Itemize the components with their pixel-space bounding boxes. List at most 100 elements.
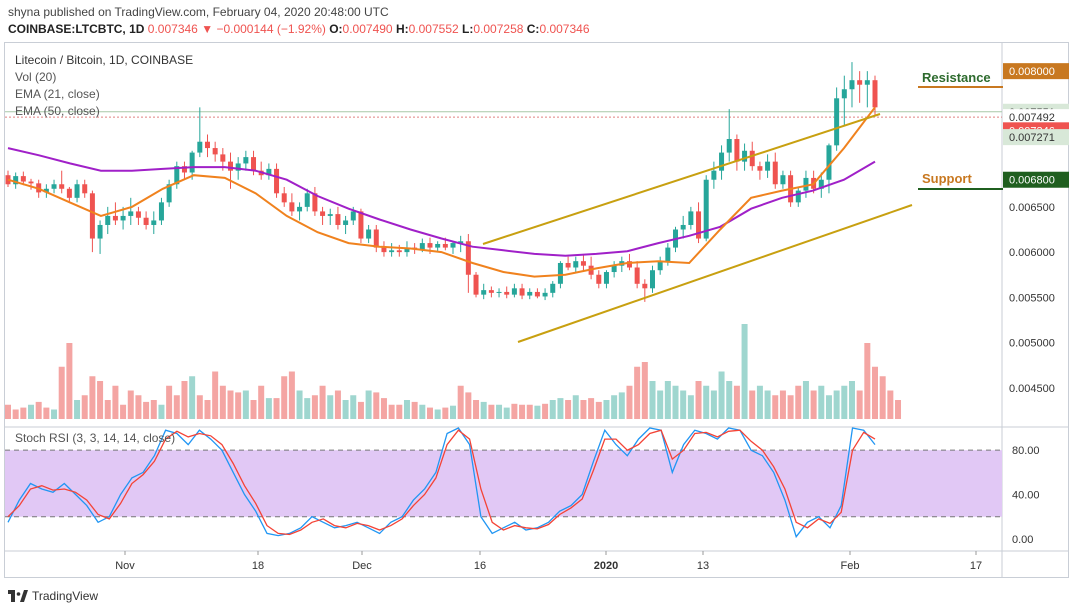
volume-bar xyxy=(611,395,618,419)
candle-body xyxy=(504,291,510,295)
price-badge-label: 0.007271 xyxy=(1009,132,1055,144)
candle-body xyxy=(734,139,740,162)
stoch-d-line xyxy=(7,429,876,536)
candle-body xyxy=(442,243,448,248)
volume-bar xyxy=(772,395,779,419)
volume-bar xyxy=(687,395,694,419)
candle-body xyxy=(327,214,333,216)
volume-bar xyxy=(388,404,395,419)
volume-bar xyxy=(756,385,763,419)
candle-body xyxy=(51,184,57,189)
volume-bar xyxy=(434,409,441,419)
candle-body xyxy=(43,188,49,193)
candle-body xyxy=(703,179,709,239)
candle-body xyxy=(289,202,295,212)
price-tick-label: 0.006000 xyxy=(1009,247,1055,259)
stoch-rsi-label[interactable]: Stoch RSI (3, 3, 14, 14, close) xyxy=(15,431,176,445)
price-badge-label: 0.008000 xyxy=(1009,66,1055,78)
channel-lower-line xyxy=(517,204,913,343)
candle-body xyxy=(550,283,556,293)
volume-bar xyxy=(58,366,65,419)
candle-body xyxy=(281,193,287,203)
legend-title[interactable]: Litecoin / Bitcoin, 1D, COINBASE xyxy=(15,53,194,67)
candle-body xyxy=(649,270,655,289)
support-label: Support xyxy=(922,171,972,186)
price-badge xyxy=(1003,129,1069,146)
stoch-k-line xyxy=(7,427,876,539)
volume-bar xyxy=(557,398,564,419)
candle-body xyxy=(135,211,141,218)
candle-body xyxy=(66,188,72,198)
volume-bar xyxy=(848,381,855,419)
candle-body xyxy=(151,220,157,225)
candle-body xyxy=(780,175,786,185)
legend-ema21[interactable]: EMA (21, close) xyxy=(15,87,100,101)
volume-bar xyxy=(242,390,249,419)
candle-body xyxy=(128,211,134,216)
volume-bar xyxy=(104,400,111,419)
candle-body xyxy=(458,241,464,244)
candle-body xyxy=(496,291,502,293)
volume-bar xyxy=(166,385,173,419)
volume-bar xyxy=(480,401,487,419)
price-tick-label: 0.005500 xyxy=(1009,292,1055,304)
volume-bar xyxy=(281,376,288,419)
candle-body xyxy=(795,190,801,203)
channel-upper-line xyxy=(482,113,881,245)
candle-body xyxy=(719,152,725,171)
candle-body xyxy=(404,247,410,253)
stoch-tick-label: 40.00 xyxy=(1012,490,1040,502)
x-tick-label: 16 xyxy=(474,560,486,572)
volume-bar xyxy=(173,395,180,419)
volume-bar xyxy=(43,407,50,419)
chart-frame[interactable] xyxy=(4,42,1069,578)
volume-bar xyxy=(519,404,526,419)
volume-bar xyxy=(856,390,863,419)
candle-body xyxy=(834,98,840,146)
high-value: 0.007552 xyxy=(408,22,459,36)
volume-bar xyxy=(120,404,127,419)
candle-body xyxy=(603,272,609,284)
volume-bar xyxy=(634,366,641,419)
volume-bar xyxy=(465,392,472,419)
volume-bar xyxy=(81,395,88,419)
candle-body xyxy=(82,184,88,194)
volume-bar xyxy=(542,403,549,419)
ema21-line xyxy=(7,106,876,278)
candle-body xyxy=(304,193,310,207)
volume-bar xyxy=(419,404,426,419)
x-tick-label: 13 xyxy=(697,560,709,572)
candle-body xyxy=(872,80,878,108)
legend-vol[interactable]: Vol (20) xyxy=(15,70,57,84)
candle-body xyxy=(28,181,34,184)
candle-body xyxy=(220,154,226,162)
volume-bar xyxy=(158,404,165,419)
volume-bar xyxy=(534,405,541,419)
candle-body xyxy=(642,283,648,289)
volume-bar xyxy=(695,381,702,419)
volume-bar xyxy=(411,401,418,419)
volume-bar xyxy=(795,385,802,419)
volume-bar xyxy=(595,401,602,419)
volume-bar xyxy=(864,343,871,419)
volume-bar xyxy=(127,390,134,419)
volume-bar xyxy=(373,392,380,419)
candle-body xyxy=(350,211,356,221)
symbol-label[interactable]: COINBASE:LTCBTC, 1D xyxy=(8,22,145,36)
candle-body xyxy=(749,150,755,167)
volume-bar xyxy=(833,390,840,419)
low-label: L: xyxy=(462,22,474,36)
volume-bar xyxy=(802,381,809,419)
candle-body xyxy=(112,215,118,221)
price-badge-label: 0.006800 xyxy=(1009,175,1055,187)
volume-bar xyxy=(779,390,786,419)
candle-body xyxy=(680,224,686,230)
volume-bar xyxy=(365,390,372,419)
candle-body xyxy=(841,89,847,99)
legend-ema50[interactable]: EMA (50, close) xyxy=(15,104,100,118)
candle-body xyxy=(335,214,341,225)
footer-brand[interactable]: TradingView xyxy=(32,589,99,603)
x-tick-label: Nov xyxy=(115,560,135,572)
candle-body xyxy=(204,141,210,149)
